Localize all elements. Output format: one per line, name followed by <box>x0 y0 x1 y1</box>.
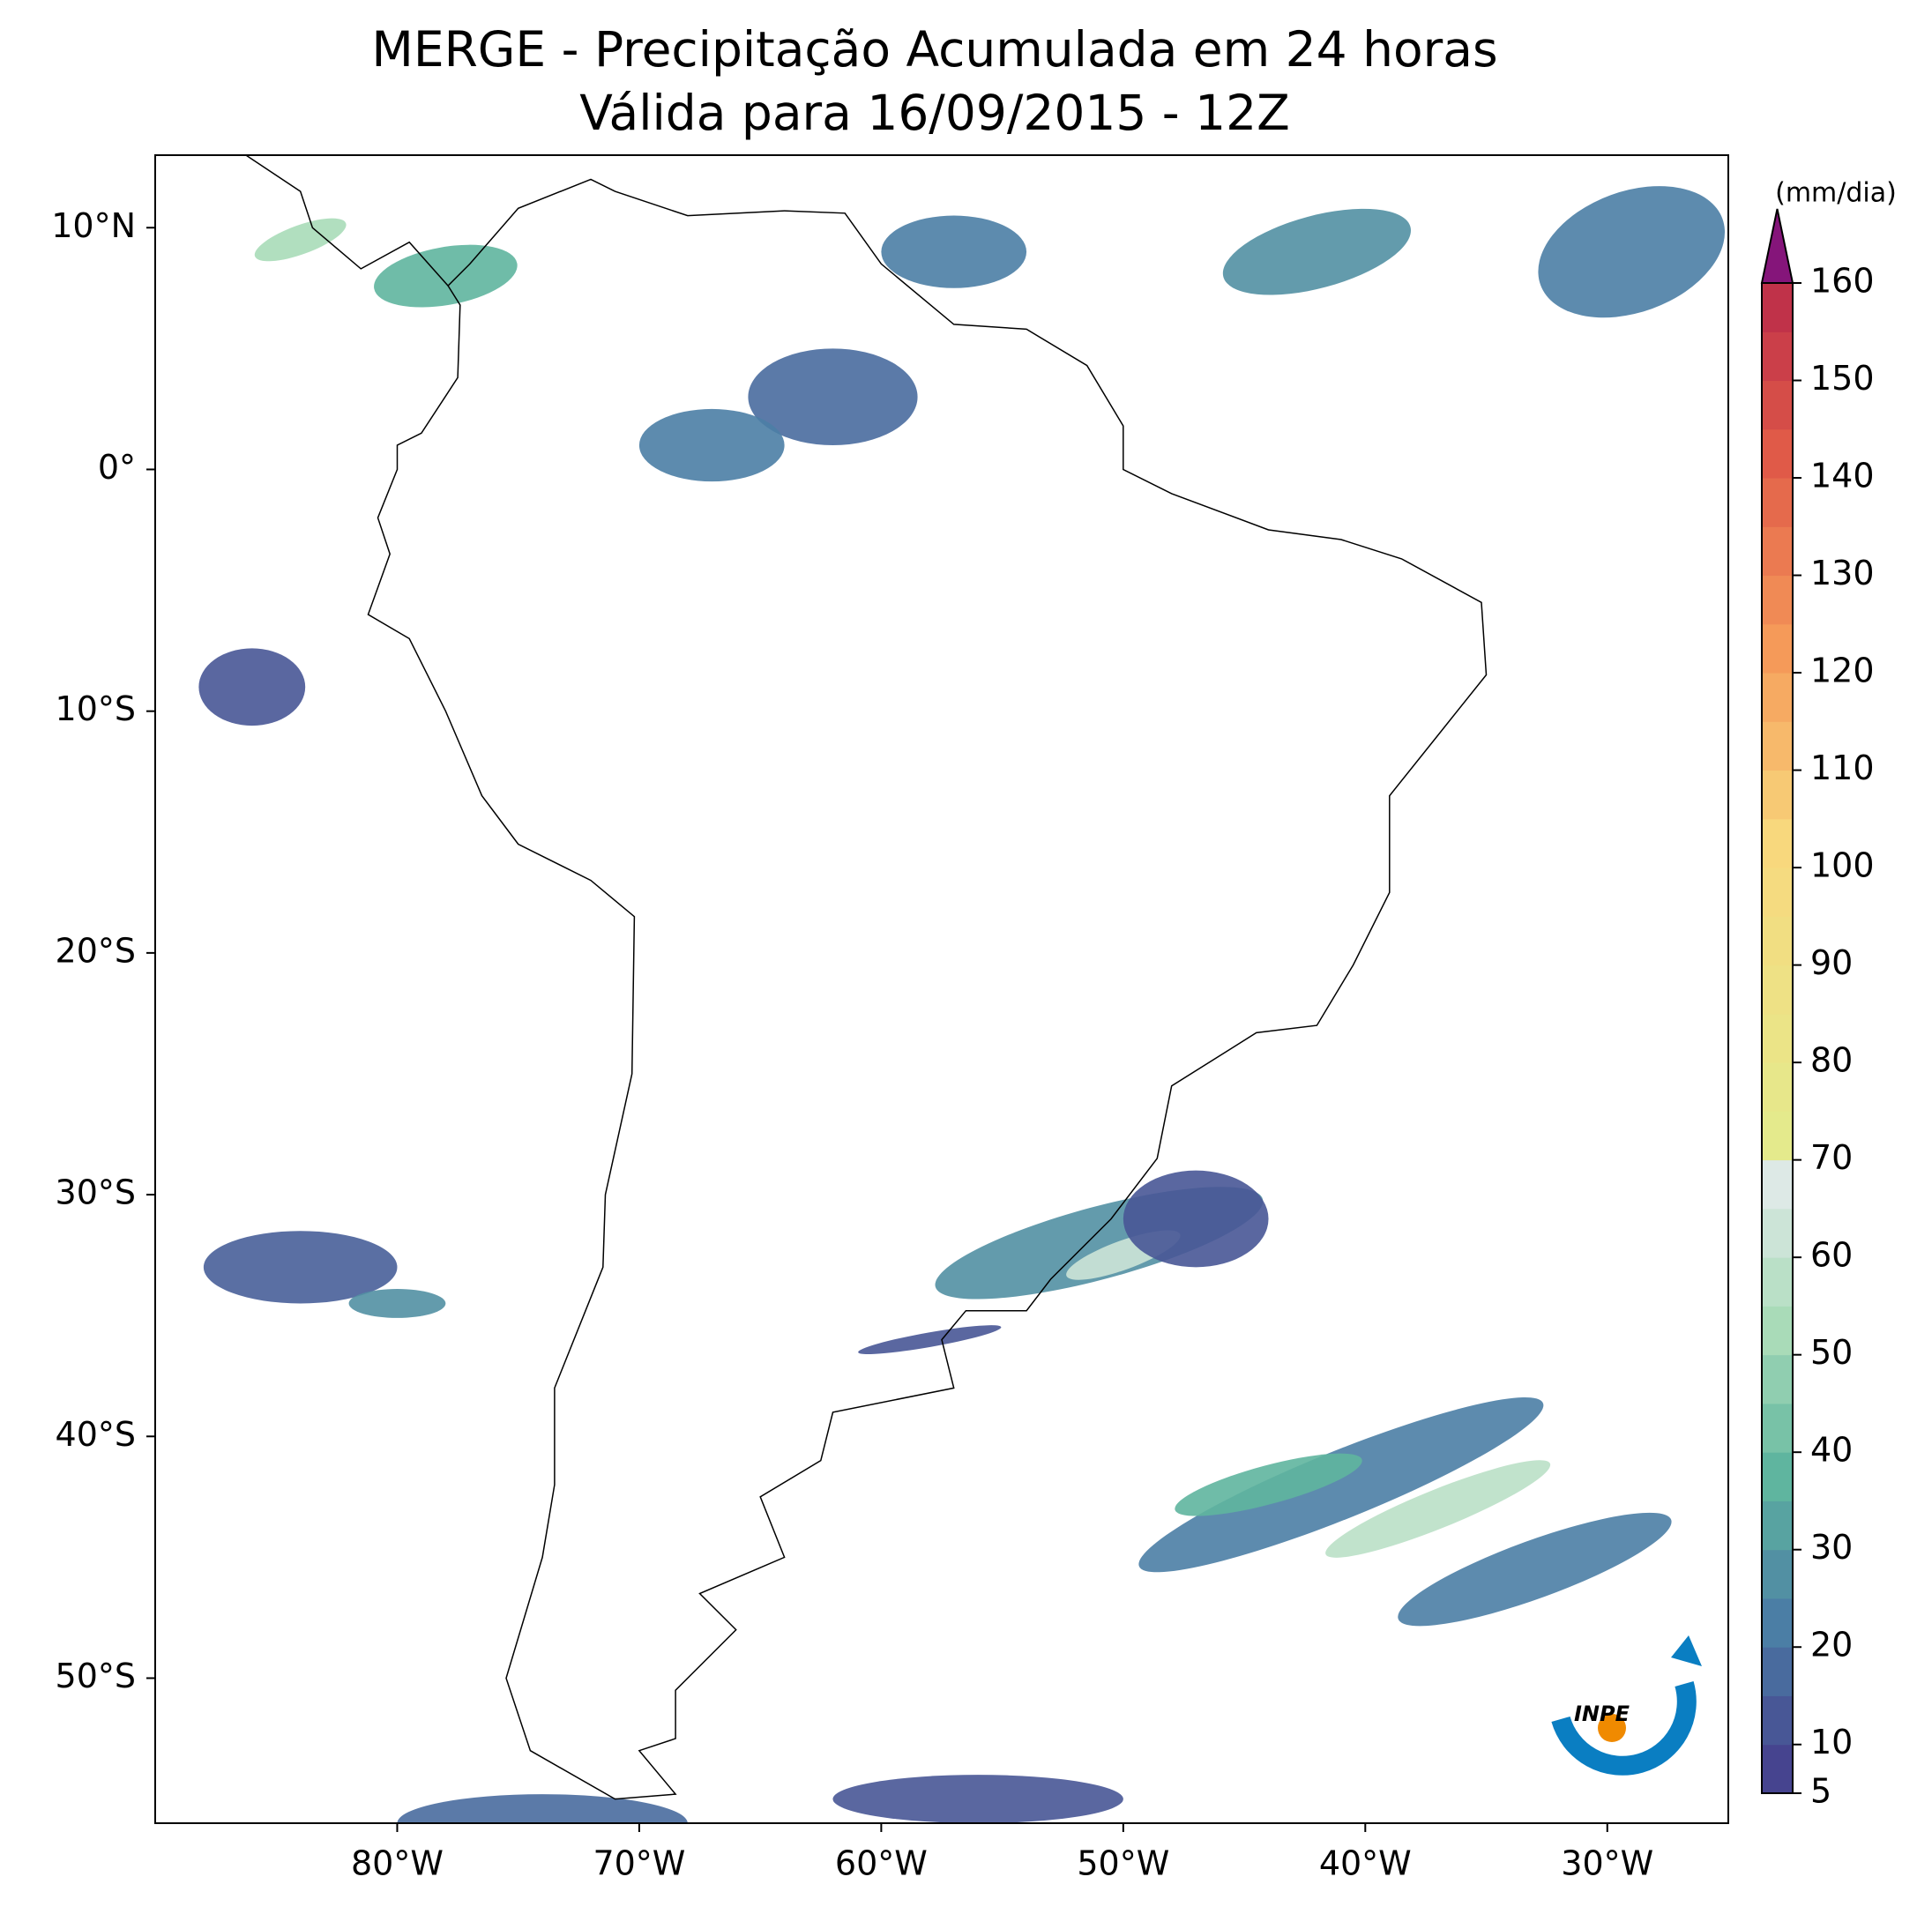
colorbar-tick-label: 130 <box>1810 554 1875 592</box>
colorbar-tick-label: 100 <box>1810 846 1875 885</box>
colorbar-tick-label: 5 <box>1810 1772 1831 1811</box>
precip-area <box>198 648 306 726</box>
colorbar-tick-label: 20 <box>1810 1626 1853 1665</box>
colorbar-tick-label: 120 <box>1810 652 1875 690</box>
colorbar-band <box>1762 623 1793 674</box>
precip-area <box>881 215 1027 288</box>
inpe-logo: INPE <box>1551 1635 1702 1776</box>
precip-area <box>254 218 347 262</box>
colorbar-band <box>1762 1257 1793 1307</box>
colorbar-band <box>1762 1306 1793 1356</box>
y-tick-label: 10°N <box>51 206 136 245</box>
colorbar-band <box>1762 1013 1793 1063</box>
map-frame <box>154 154 1729 1824</box>
colorbar-band <box>1762 478 1793 527</box>
precip-area <box>638 408 785 482</box>
y-tick-label: 10°S <box>56 689 136 728</box>
colorbar-band <box>1762 283 1793 332</box>
coastline <box>244 155 1488 1800</box>
precip-area <box>397 1794 688 1823</box>
colorbar-band <box>1762 1695 1793 1746</box>
precip-area <box>374 244 518 308</box>
colorbar-tick-label: 10 <box>1810 1723 1853 1761</box>
colorbar-band <box>1762 673 1793 722</box>
colorbar-band <box>1762 331 1793 382</box>
colorbar-tick-label: 110 <box>1810 748 1875 787</box>
colorbar-band <box>1762 1597 1793 1648</box>
colorbar-band <box>1762 964 1793 1015</box>
colorbar-tick-label: 60 <box>1810 1236 1853 1275</box>
colorbar-tick-label: 150 <box>1810 359 1875 398</box>
colorbar-band <box>1762 1647 1793 1696</box>
precip-area <box>203 1231 398 1304</box>
precip-area <box>1222 208 1411 295</box>
colorbar-band <box>1762 868 1793 917</box>
y-tick-label: 0° <box>98 448 136 487</box>
colorbar-extension <box>1760 208 1794 284</box>
colorbar-tick-label: 140 <box>1810 457 1875 495</box>
colorbar: 5 10 20 30 40 50 60 70 80 90 100 110 120 130 140 150 160 <box>1760 208 1875 1811</box>
colorbar-band <box>1762 916 1793 966</box>
x-tick-label: 50°W <box>1077 1844 1169 1883</box>
title: MERGE - Precipitação Acumulada em 24 hor… <box>371 21 1497 78</box>
colorbar-band <box>1762 1403 1793 1453</box>
colorbar-tick-label: 50 <box>1810 1333 1853 1372</box>
subtitle: Válida para 16/09/2015 - 12Z <box>579 85 1290 141</box>
colorbar-tick-label: 40 <box>1810 1431 1853 1470</box>
colorbar-band <box>1762 1111 1793 1161</box>
colorbar-tick-label: 80 <box>1810 1041 1853 1080</box>
x-tick-label: 70°W <box>593 1844 685 1883</box>
colorbar-band <box>1762 1208 1793 1258</box>
colorbar-band <box>1762 770 1793 820</box>
x-tick-label: 40°W <box>1319 1844 1412 1883</box>
x-tick-label: 60°W <box>835 1844 928 1883</box>
colorbar-band <box>1762 1501 1793 1551</box>
precip-area <box>1138 1396 1544 1573</box>
precip-area <box>832 1775 1123 1823</box>
y-tick-label: 20°S <box>56 931 136 970</box>
y-tick-label: 30°S <box>56 1173 136 1212</box>
colorbar-band <box>1762 575 1793 625</box>
south-america-coast <box>367 178 1488 1800</box>
colorbar-label: (mm/dia) <box>1775 178 1897 209</box>
y-tick-label: 40°S <box>56 1415 136 1454</box>
precipitation-field <box>198 186 1726 1823</box>
precip-area <box>348 1289 446 1318</box>
colorbar-band <box>1762 380 1793 430</box>
x-tick-label: 30°W <box>1561 1844 1653 1883</box>
colorbar-band <box>1762 1549 1793 1599</box>
logo-text: INPE <box>1574 1702 1630 1726</box>
colorbar-band <box>1762 721 1793 771</box>
precip-area <box>1175 1453 1362 1516</box>
precip-area <box>1538 186 1726 318</box>
colorbar-band <box>1762 818 1793 868</box>
central-america-coast <box>244 155 449 287</box>
colorbar-tick-label: 30 <box>1810 1528 1853 1567</box>
colorbar-band <box>1762 526 1793 577</box>
precip-area <box>1325 1460 1551 1558</box>
colorbar-band <box>1762 1062 1793 1112</box>
precip-area <box>1123 1170 1269 1268</box>
colorbar-tick-label: 160 <box>1810 262 1875 301</box>
colorbar-outline <box>1761 282 1794 1794</box>
precip-area <box>748 348 918 446</box>
logo-arc <box>1551 1680 1697 1776</box>
colorbar-band <box>1762 1744 1793 1794</box>
y-tick-label: 50°S <box>56 1657 136 1695</box>
colorbar-band <box>1762 428 1793 479</box>
logo-arrow <box>1671 1635 1702 1666</box>
colorbar-band <box>1762 1354 1793 1404</box>
colorbar-tick-label: 90 <box>1810 943 1853 982</box>
logo-dot <box>1598 1714 1626 1742</box>
colorbar-band <box>1762 1452 1793 1501</box>
x-tick-label: 80°W <box>351 1844 444 1883</box>
map-axes: 80°W 70°W 60°W 50°W 40°W 30°W 10°N 0° 10°S 20°S 30… <box>51 206 1653 1883</box>
colorbar-tick-label: 70 <box>1810 1138 1853 1177</box>
precip-area <box>1398 1512 1672 1627</box>
colorbar-band <box>1762 1159 1793 1210</box>
precip-area <box>858 1325 1002 1355</box>
